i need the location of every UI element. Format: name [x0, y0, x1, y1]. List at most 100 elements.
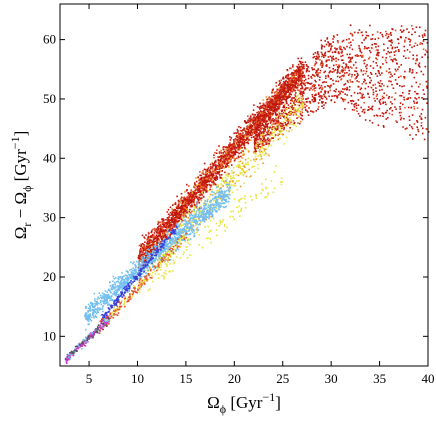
- scatter-point: [286, 129, 288, 132]
- scatter-point: [378, 85, 381, 87]
- scatter-point: [270, 107, 272, 110]
- scatter-point: [228, 145, 230, 148]
- scatter-point: [279, 113, 281, 115]
- scatter-point: [168, 229, 171, 231]
- scatter-point: [231, 191, 234, 194]
- scatter-point: [263, 109, 265, 112]
- scatter-point: [271, 103, 273, 105]
- scatter-point: [218, 189, 221, 192]
- scatter-point: [172, 253, 174, 255]
- scatter-point: [409, 69, 411, 71]
- scatter-point: [107, 301, 109, 304]
- scatter-point: [155, 243, 158, 245]
- scatter-point: [288, 83, 290, 85]
- scatter-point: [314, 100, 316, 103]
- scatter-point: [406, 28, 408, 30]
- scatter-point: [326, 37, 329, 39]
- scatter-point: [184, 219, 186, 221]
- scatter-point: [286, 86, 288, 88]
- scatter-point: [123, 280, 126, 283]
- scatter-point: [259, 130, 262, 132]
- scatter-point: [269, 111, 272, 114]
- scatter-point: [420, 42, 422, 44]
- scatter-point: [271, 106, 273, 108]
- scatter-point: [179, 213, 181, 216]
- scatter-point: [203, 205, 205, 207]
- scatter-point: [259, 102, 261, 105]
- scatter-point: [379, 101, 381, 104]
- scatter-point: [267, 132, 269, 134]
- scatter-point: [266, 133, 268, 136]
- scatter-point: [167, 243, 169, 245]
- scatter-point: [272, 117, 274, 120]
- scatter-point: [362, 70, 365, 72]
- scatter-point: [88, 309, 91, 311]
- scatter-point: [189, 200, 191, 203]
- scatter-point: [241, 140, 244, 142]
- scatter-point: [238, 143, 240, 146]
- scatter-point: [216, 191, 219, 194]
- scatter-point: [159, 231, 161, 234]
- scatter-point: [271, 89, 274, 91]
- scatter-point: [394, 58, 396, 60]
- scatter-point: [284, 122, 286, 124]
- scatter-point: [265, 141, 267, 144]
- scatter-point: [272, 126, 274, 128]
- scatter-point: [354, 103, 356, 105]
- scatter-point: [273, 121, 275, 123]
- scatter-point: [258, 112, 260, 115]
- scatter-point: [349, 60, 351, 62]
- scatter-point: [269, 101, 272, 104]
- scatter-point: [382, 115, 384, 118]
- scatter-point: [290, 88, 292, 91]
- scatter-point: [151, 240, 154, 243]
- scatter-point: [225, 166, 227, 168]
- scatter-point: [202, 170, 204, 172]
- scatter-point: [252, 165, 255, 168]
- scatter-point: [377, 124, 380, 127]
- scatter-point: [310, 110, 312, 112]
- scatter-point: [322, 81, 324, 84]
- scatter-point: [196, 226, 199, 229]
- scatter-point: [346, 88, 349, 90]
- scatter-point: [292, 114, 295, 116]
- scatter-point: [201, 194, 204, 197]
- scatter-point: [246, 121, 249, 123]
- scatter-point: [314, 63, 317, 65]
- scatter-point: [283, 121, 285, 123]
- scatter-point: [352, 100, 355, 102]
- scatter-point: [280, 121, 283, 123]
- scatter-point: [242, 152, 244, 154]
- scatter-point: [186, 189, 188, 191]
- scatter-point: [291, 123, 294, 126]
- scatter-point: [281, 86, 283, 88]
- scatter-point: [172, 215, 175, 218]
- scatter-point: [278, 101, 281, 103]
- scatter-point: [332, 79, 334, 82]
- scatter-point: [182, 205, 184, 208]
- scatter-point: [227, 152, 229, 154]
- scatter-point: [191, 205, 193, 208]
- scatter-point: [300, 87, 302, 90]
- scatter-point: [407, 98, 409, 100]
- scatter-point: [263, 149, 266, 152]
- scatter-point: [351, 109, 354, 111]
- scatter-point: [283, 111, 285, 114]
- scatter-point: [330, 78, 332, 80]
- scatter-point: [247, 129, 250, 131]
- scatter-point: [130, 273, 132, 276]
- scatter-point: [168, 221, 170, 223]
- scatter-point: [330, 43, 332, 45]
- scatter-point: [182, 224, 184, 226]
- scatter-point: [405, 36, 407, 39]
- scatter-point: [324, 40, 326, 42]
- scatter-point: [339, 48, 341, 50]
- scatter-point: [214, 151, 216, 154]
- scatter-point: [172, 242, 175, 245]
- scatter-point: [109, 290, 112, 293]
- scatter-point: [368, 49, 371, 52]
- scatter-point: [338, 64, 341, 67]
- scatter-point: [345, 38, 348, 41]
- scatter-point: [273, 106, 276, 109]
- scatter-point: [152, 239, 155, 241]
